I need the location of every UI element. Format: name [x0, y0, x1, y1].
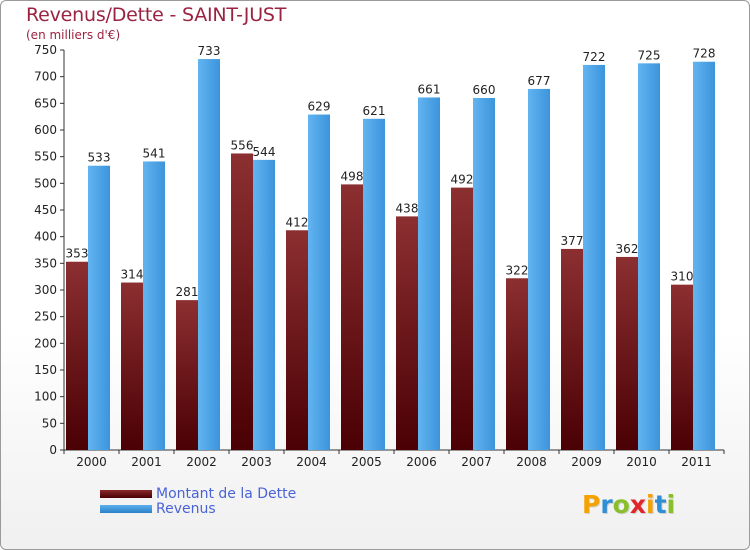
logo-letter: t	[654, 490, 667, 519]
data-label-revenus: 621	[363, 104, 386, 118]
bar-revenus	[363, 118, 385, 451]
logo-letter: P	[582, 490, 601, 519]
bar-dette	[341, 184, 363, 450]
chart-title: Revenus/Dette - SAINT-JUST	[26, 4, 287, 26]
bar-revenus	[198, 59, 220, 451]
bar-revenus	[418, 97, 440, 450]
legend-swatch-revenus	[100, 504, 152, 513]
y-tick-label: 400	[34, 230, 57, 244]
x-tick-label: 2007	[461, 455, 492, 469]
y-tick-label: 450	[34, 203, 57, 217]
legend-label-revenus: Revenus	[156, 500, 216, 517]
legend-item-revenus: Revenus	[100, 500, 296, 517]
data-label-dette: 322	[506, 263, 529, 277]
data-label-revenus: 660	[473, 83, 496, 97]
bar-dette	[506, 278, 528, 450]
data-label-revenus: 677	[528, 74, 551, 88]
data-label-revenus: 629	[308, 100, 331, 114]
bar-revenus	[528, 88, 550, 450]
data-label-dette: 556	[231, 138, 254, 152]
logo-letter: i	[666, 490, 676, 519]
legend-item-dette: Montant de la Dette	[100, 485, 297, 502]
data-label-dette: 353	[66, 247, 89, 261]
y-tick-label: 750	[34, 43, 57, 57]
legend: Montant de la Dette Revenus	[100, 485, 297, 517]
proxiti-logo: Proxiti	[582, 490, 675, 519]
data-label-dette: 281	[176, 285, 199, 299]
bar-revenus	[253, 159, 275, 450]
bar-revenus	[88, 165, 110, 450]
bar-dette	[451, 187, 473, 450]
data-label-dette: 314	[121, 268, 144, 282]
x-tick-label: 2003	[241, 455, 272, 469]
data-label-dette: 362	[616, 242, 639, 256]
legend-swatch-dette	[100, 489, 152, 498]
x-tick-label: 2009	[571, 455, 602, 469]
data-label-dette: 377	[561, 234, 584, 248]
data-label-revenus: 544	[253, 145, 276, 159]
bar-dette	[66, 261, 88, 450]
x-tick-label: 2006	[406, 455, 437, 469]
data-label-revenus: 733	[198, 44, 221, 58]
y-tick-label: 350	[34, 256, 57, 270]
bar-revenus	[693, 61, 715, 450]
y-tick-label: 200	[34, 336, 57, 350]
data-label-dette: 310	[671, 270, 694, 284]
y-tick-label: 300	[34, 283, 57, 297]
x-tick-label: 2008	[516, 455, 547, 469]
x-tick-label: 2011	[681, 455, 712, 469]
logo-letter: o	[612, 490, 630, 519]
y-tick-label: 650	[34, 96, 57, 110]
y-tick-label: 250	[34, 310, 57, 324]
data-label-dette: 498	[341, 169, 364, 183]
data-label-revenus: 725	[638, 48, 661, 62]
y-tick-label: 700	[34, 70, 57, 84]
data-label-dette: 438	[396, 201, 419, 215]
y-tick-label: 0	[49, 443, 57, 457]
y-tick-label: 500	[34, 176, 57, 190]
data-label-dette: 412	[286, 215, 309, 229]
bar-dette	[176, 300, 198, 450]
y-tick-label: 50	[42, 416, 57, 430]
x-tick-label: 2005	[351, 455, 382, 469]
bar-revenus	[143, 161, 165, 450]
data-label-revenus: 728	[693, 47, 716, 61]
bar-dette	[231, 153, 253, 450]
x-tick-label: 2000	[76, 455, 107, 469]
data-label-dette: 492	[451, 173, 474, 187]
legend-label-dette: Montant de la Dette	[156, 485, 297, 502]
bar-dette	[561, 248, 583, 450]
x-tick-label: 2001	[131, 455, 162, 469]
y-tick-label: 150	[34, 363, 57, 377]
data-label-revenus: 533	[88, 151, 111, 165]
x-tick-label: 2002	[186, 455, 217, 469]
logo-letter: i	[646, 490, 655, 519]
bar-revenus	[638, 63, 660, 450]
bar-dette	[286, 230, 308, 450]
y-tick-label: 100	[34, 390, 57, 404]
data-label-revenus: 541	[143, 146, 166, 160]
bar-dette	[396, 216, 418, 450]
data-label-revenus: 661	[418, 82, 441, 96]
data-label-revenus: 722	[583, 50, 606, 64]
x-tick-label: 2004	[296, 455, 327, 469]
bar-revenus	[473, 98, 495, 450]
bar-dette	[616, 256, 638, 450]
bar-revenus	[308, 114, 330, 451]
x-tick-label: 2010	[626, 455, 657, 469]
bar-dette	[121, 282, 143, 450]
bar-dette	[671, 284, 693, 450]
y-tick-label: 550	[34, 150, 57, 164]
chart-subtitle: (en milliers d'€)	[26, 28, 121, 42]
logo-letter: x	[629, 490, 646, 519]
y-tick-label: 600	[34, 123, 57, 137]
logo-letter: r	[600, 490, 613, 519]
bar-revenus	[583, 64, 605, 450]
